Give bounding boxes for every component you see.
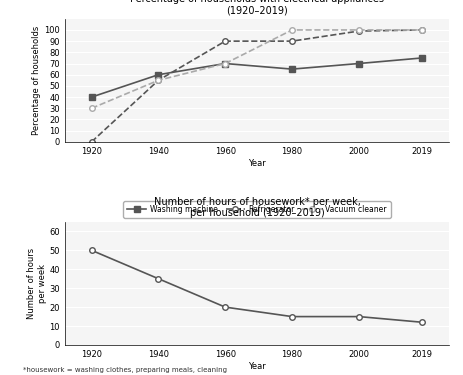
Y-axis label: Percentage of households: Percentage of households	[32, 26, 41, 135]
Title: Percentage of households with electrical appliances
(1920–2019): Percentage of households with electrical…	[130, 0, 384, 15]
Title: Number of hours of housework* per week,
per household (1920–2019): Number of hours of housework* per week, …	[154, 197, 360, 218]
Text: *housework = washing clothes, preparing meals, cleaning: *housework = washing clothes, preparing …	[23, 367, 227, 373]
Legend: Washing machine, Refrigerator, Vacuum cleaner: Washing machine, Refrigerator, Vacuum cl…	[123, 201, 391, 218]
X-axis label: Year: Year	[248, 362, 266, 370]
Y-axis label: Number of hours
per week: Number of hours per week	[27, 248, 47, 319]
X-axis label: Year: Year	[248, 159, 266, 168]
